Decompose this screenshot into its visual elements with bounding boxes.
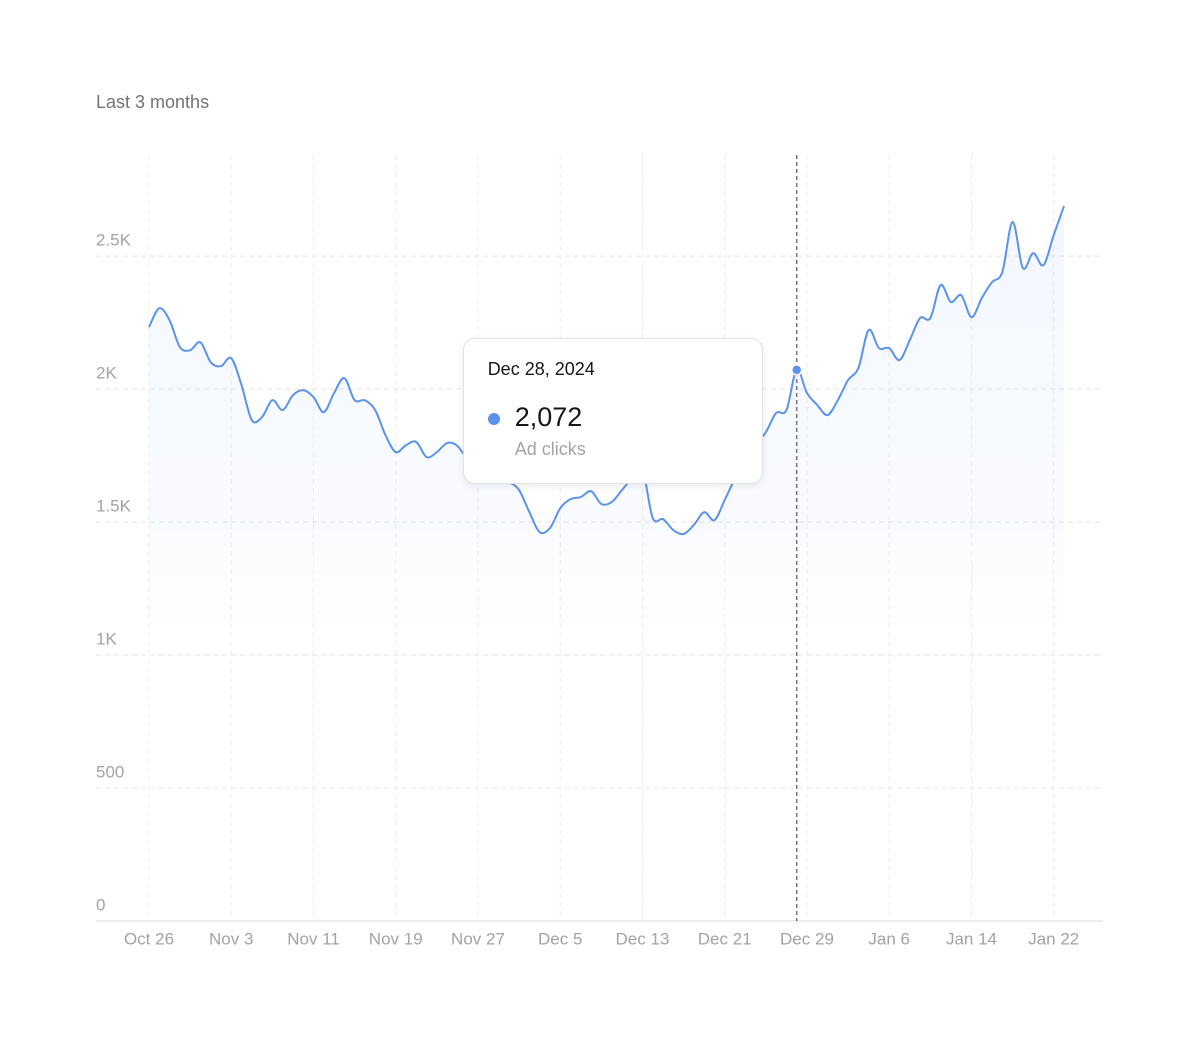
x-tick-label: Nov 11	[287, 929, 340, 948]
y-tick-label: 2K	[96, 364, 117, 383]
tooltip: Dec 28, 2024 2,072 Ad clicks	[462, 338, 763, 484]
tooltip-value: 2,072	[514, 402, 583, 432]
x-tick-label: Jan 22	[1028, 929, 1079, 948]
x-tick-label: Dec 21	[698, 929, 752, 948]
x-tick-label: Nov 3	[209, 929, 253, 948]
x-tick-label: Nov 19	[369, 929, 423, 948]
chart-title: Last 3 months	[96, 92, 210, 112]
tooltip-date: Dec 28, 2024	[487, 359, 595, 379]
tooltip-series: Ad clicks	[514, 439, 586, 459]
x-tick-label: Dec 29	[780, 929, 834, 948]
y-tick-label: 500	[96, 762, 124, 781]
x-tick-label: Jan 14	[946, 929, 997, 948]
y-tick-label: 1K	[96, 630, 117, 649]
y-tick-label: 2.5K	[96, 231, 132, 250]
y-tick-label: 1.5K	[96, 497, 132, 516]
area-fill	[149, 206, 1064, 922]
x-tick-label: Nov 27	[451, 929, 505, 948]
x-tick-label: Oct 26	[124, 929, 174, 948]
tooltip-swatch	[487, 413, 500, 425]
y-tick-label: 0	[96, 895, 105, 914]
x-tick-label: Jan 6	[868, 929, 910, 948]
line	[148, 205, 1065, 536]
hover-point	[790, 364, 803, 376]
x-tick-label: Dec 13	[616, 929, 670, 948]
x-tick-label: Dec 5	[538, 929, 582, 948]
